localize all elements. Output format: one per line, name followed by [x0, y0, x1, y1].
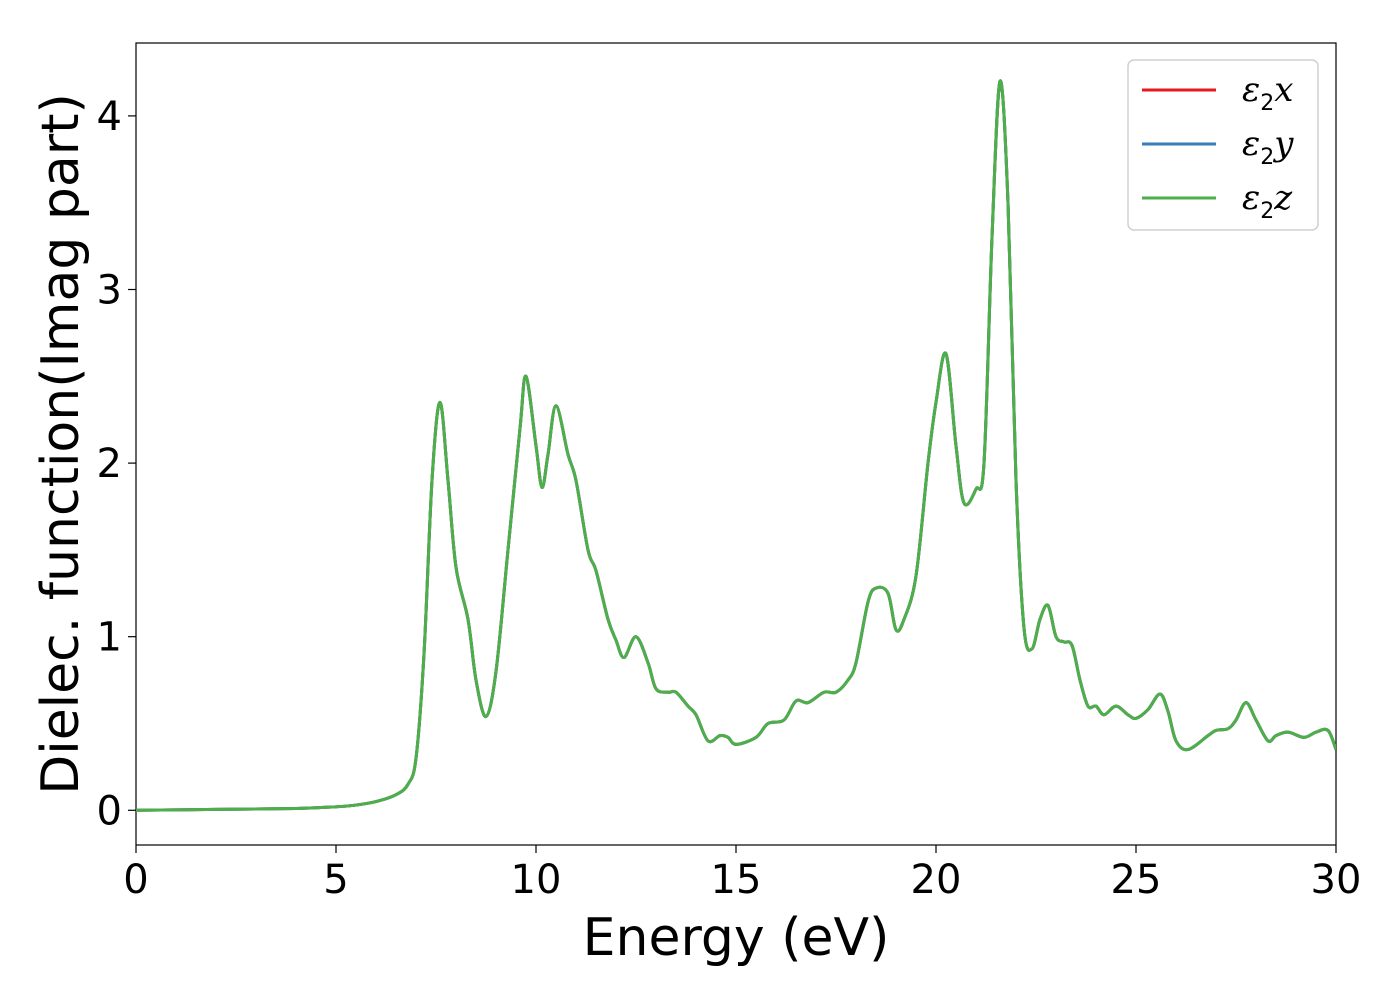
x-tick-label: 15 — [711, 857, 762, 903]
y-tick-label: 2 — [97, 441, 122, 487]
y-tick-label: 0 — [97, 788, 122, 834]
x-tick-label: 20 — [911, 857, 962, 903]
x-tick-label: 25 — [1111, 857, 1162, 903]
y-tick-label: 1 — [97, 615, 122, 661]
x-axis-label: Energy (eV) — [583, 908, 890, 968]
y-tick-label: 4 — [97, 94, 122, 140]
x-tick-label: 0 — [123, 857, 148, 903]
y-tick-label: 3 — [97, 268, 122, 314]
legend-label-y: ε2y — [1242, 124, 1294, 170]
series-line-z — [136, 79, 1336, 812]
legend-box — [1127, 59, 1319, 231]
x-tick-label: 30 — [1311, 857, 1362, 903]
legend-label-x: ε2x — [1242, 70, 1293, 116]
y-axis-label: Dielec. function(Imag part) — [31, 93, 91, 795]
legend-label-z: ε2z — [1242, 178, 1293, 224]
x-tick-label: 5 — [323, 857, 348, 903]
x-tick-label: 10 — [511, 857, 562, 903]
